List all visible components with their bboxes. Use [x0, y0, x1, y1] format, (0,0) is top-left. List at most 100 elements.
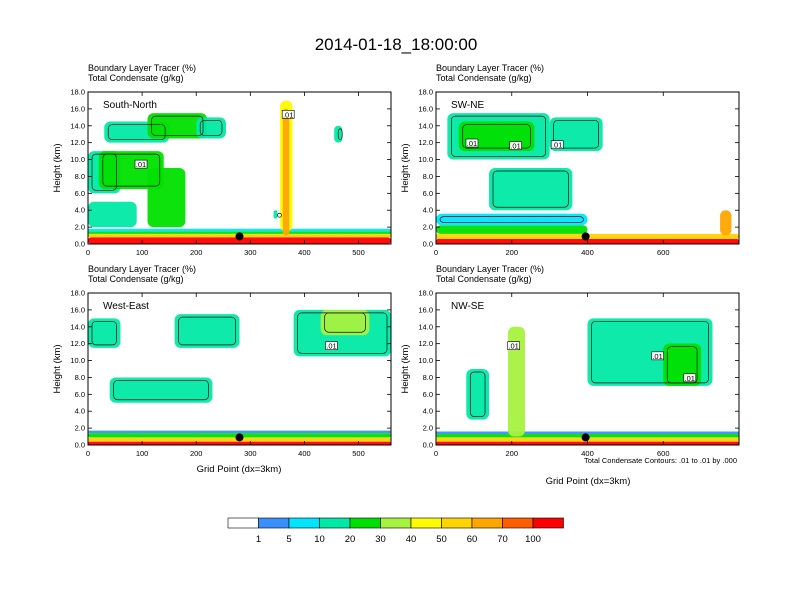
location-marker: [235, 232, 244, 241]
panel-0: Boundary Layer Tracer (%)Total Condensat…: [52, 63, 392, 257]
condensate-contour: [199, 119, 223, 136]
colorbar-swatch: [441, 517, 473, 529]
colorbar-swatch: [288, 517, 320, 529]
condensate-contour: [553, 119, 600, 149]
condensate-contour: [666, 346, 698, 384]
tracer-region: [466, 369, 490, 420]
shaded-regions: .01: [88, 309, 391, 445]
panel-label: South-North: [103, 100, 157, 111]
colorbar-label: 30: [375, 534, 386, 545]
colorbar-label: 100: [525, 534, 541, 545]
tracer-region: [720, 210, 732, 236]
y-tick-label: 12.0: [70, 138, 85, 147]
tracer-region: [88, 441, 391, 445]
condensate-contour: [337, 128, 343, 141]
y-tick-label: 0.0: [75, 240, 85, 249]
colorbar-swatch: [349, 517, 381, 529]
contour-label-box: [507, 341, 520, 351]
y-axis-label: Height (km): [400, 344, 411, 393]
y-tick-label: 10.0: [418, 155, 433, 164]
contour-label: .01: [136, 160, 146, 169]
panel-label: SW-NE: [451, 100, 484, 111]
y-axis-label: Height (km): [52, 344, 63, 393]
condensate-contour: [591, 320, 709, 384]
x-tick-label: 500: [352, 449, 365, 458]
x-tick-label: 0: [434, 449, 438, 458]
tracer-region: [147, 168, 186, 228]
condensate-contour: [462, 124, 531, 149]
condensate-contour: [113, 380, 209, 401]
y-tick-label: 0.0: [75, 441, 85, 450]
location-marker: [581, 433, 590, 442]
x-axis-label-right: Grid Point (dx=3km): [546, 476, 631, 487]
x-tick-label: 400: [298, 449, 311, 458]
y-tick-label: 4.0: [75, 206, 85, 215]
panel-1: Boundary Layer Tracer (%)Total Condensat…: [400, 63, 740, 257]
y-tick-label: 10.0: [70, 356, 85, 365]
contour-label-box: [550, 140, 564, 149]
y-tick-label: 10.0: [70, 155, 85, 164]
contour-label-box: [683, 373, 697, 383]
tracer-region: [196, 117, 226, 139]
y-tick-label: 16.0: [418, 104, 433, 113]
x-tick-label: 600: [657, 449, 670, 458]
panel-header-tracer: Boundary Layer Tracer (%): [88, 264, 196, 274]
y-tick-label: 18.0: [418, 88, 433, 97]
y-tick-label: 18.0: [70, 289, 85, 298]
y-tick-label: 8.0: [75, 373, 85, 382]
tracer-region: [174, 314, 240, 348]
x-tick-label: 0: [86, 248, 90, 257]
condensate-contour: [324, 312, 366, 333]
condensate-contour: [91, 320, 117, 346]
colorbar-swatch: [319, 517, 351, 529]
x-tick-label: 500: [352, 248, 365, 257]
x-tick-label: 200: [190, 449, 203, 458]
colorbar-label: 60: [467, 534, 478, 545]
panel-2: Boundary Layer Tracer (%)Total Condensat…: [52, 264, 392, 458]
y-tick-label: 0.0: [423, 441, 433, 450]
panel-header-condensate: Total Condensate (g/kg): [436, 274, 532, 284]
colorbar-label: 20: [345, 534, 356, 545]
colorbar-label: 10: [314, 534, 325, 545]
panel-header-condensate: Total Condensate (g/kg): [88, 73, 184, 83]
panel-header-tracer: Boundary Layer Tracer (%): [436, 264, 544, 274]
contour-label: .01: [510, 142, 520, 151]
y-tick-label: 6.0: [423, 189, 433, 198]
y-tick-label: 6.0: [75, 189, 85, 198]
x-tick-label: 0: [86, 449, 90, 458]
y-tick-label: 12.0: [418, 339, 433, 348]
colorbar-swatch: [227, 517, 259, 529]
tracer-region: [507, 326, 526, 437]
x-tick-label: 400: [581, 449, 594, 458]
y-tick-label: 18.0: [418, 289, 433, 298]
tracer-region: [282, 108, 290, 236]
location-marker: [235, 433, 244, 442]
x-tick-label: 300: [244, 248, 257, 257]
panel-header-condensate: Total Condensate (g/kg): [88, 274, 184, 284]
plot-frame: [87, 292, 392, 446]
panel-header-tracer: Boundary Layer Tracer (%): [436, 63, 544, 73]
y-tick-label: 18.0: [70, 88, 85, 97]
colorbar: 1 5 10 20 30 40 50 60 70 100: [227, 517, 564, 545]
colorbar-swatch: [380, 517, 412, 529]
colorbar-label: 40: [406, 534, 417, 545]
y-tick-label: 14.0: [70, 322, 85, 331]
y-axis-label: Height (km): [52, 143, 63, 192]
contour-label-box: [134, 159, 148, 169]
tracer-region: [88, 201, 137, 228]
y-tick-label: 2.0: [75, 424, 85, 433]
panels-group: Boundary Layer Tracer (%)Total Condensat…: [52, 63, 740, 458]
panel-label: NW-SE: [451, 301, 484, 312]
contour-note: Total Condensate Contours: .01 to .01 by…: [584, 456, 737, 465]
condensate-contour: [178, 316, 236, 346]
contour-label: .01: [508, 342, 518, 351]
y-tick-label: 2.0: [423, 424, 433, 433]
x-tick-label: 400: [581, 248, 594, 257]
y-tick-label: 4.0: [75, 407, 85, 416]
panel-header-condensate: Total Condensate (g/kg): [436, 73, 532, 83]
y-tick-label: 10.0: [418, 356, 433, 365]
colorbar-label: 50: [436, 534, 447, 545]
x-tick-label: 600: [657, 248, 670, 257]
plot-frame: [87, 91, 392, 245]
